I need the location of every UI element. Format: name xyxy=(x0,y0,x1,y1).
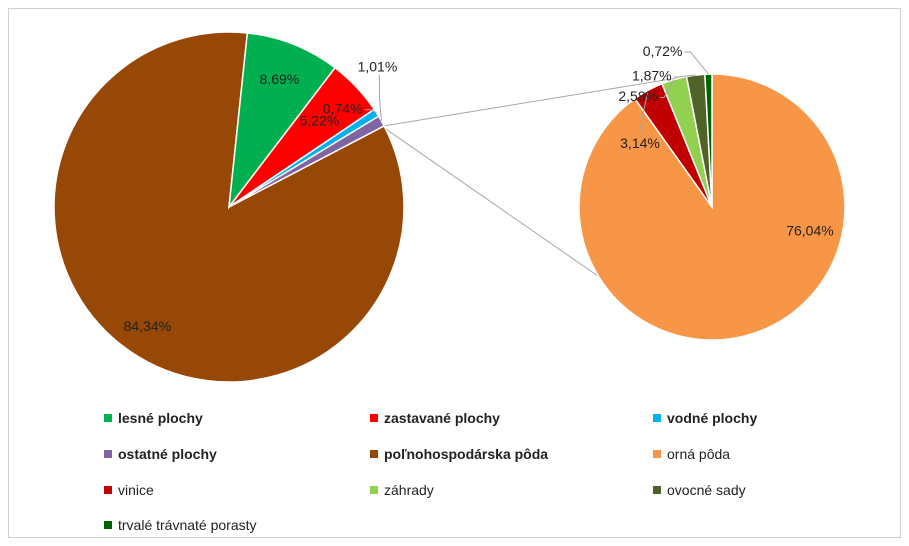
data-label-polnohospodarska-poda: 84,34% xyxy=(124,318,171,334)
data-label-ostatne-plochy: 1,01% xyxy=(358,59,398,75)
secondary-pie xyxy=(578,73,846,341)
data-label-orna-poda: 76,04% xyxy=(786,223,833,239)
connector-line-top xyxy=(384,75,687,127)
leader-line-vinice xyxy=(639,90,649,135)
leader-line-ovocne-sady xyxy=(673,74,696,78)
leader-line-ostatne-plochy xyxy=(378,75,382,122)
data-label-trvale-travnate-porasty: 0,72% xyxy=(643,43,683,59)
data-label-lesne-plochy: 8,69% xyxy=(260,71,300,87)
data-labels: 84,34% 8,69% 5,22%0,74% 1,01% 76,04% 3,14% 2,5… xyxy=(124,43,834,334)
slice-lesne-plochy xyxy=(227,32,337,210)
pie-of-pie-chart: 84,34% 8,69% 5,22%0,74% 1,01% 76,04% 3,14% 2,5… xyxy=(53,31,846,383)
data-label-vodne-plochy: 0,74% xyxy=(323,101,363,117)
leader-line-vodne-plochy xyxy=(364,109,377,114)
data-label-vinice: 3,14% xyxy=(620,135,660,151)
leader-line-zahrady xyxy=(660,79,675,99)
data-label-zahrady: 2,58% xyxy=(618,88,658,104)
data-label-ovocne-sady: 1,87% xyxy=(632,68,672,84)
main-pie xyxy=(53,31,405,383)
data-label-zastavane-plochy: 5,22% xyxy=(300,112,340,128)
leader-line-trvale-travnate-porasty xyxy=(684,51,709,75)
